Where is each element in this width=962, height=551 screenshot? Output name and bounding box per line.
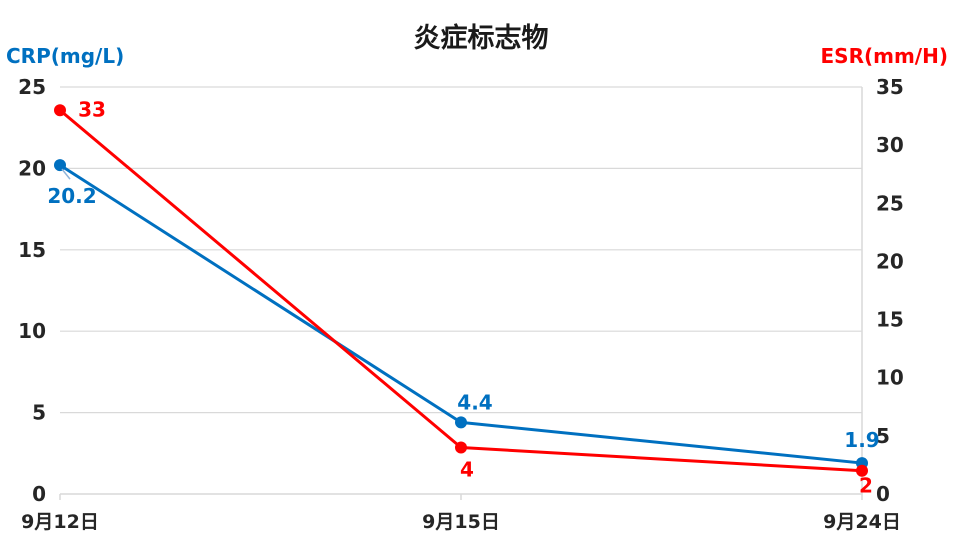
data-point — [856, 464, 868, 477]
left-tick-label: 20 — [18, 156, 46, 180]
data-point — [455, 416, 467, 429]
label-leader-line — [61, 168, 71, 180]
axes — [60, 87, 863, 495]
left-tick-label: 0 — [32, 482, 46, 506]
x-tick-label: 9月15日 — [422, 511, 500, 533]
right-tick-label: 0 — [876, 482, 890, 506]
right-tick-label: 25 — [876, 191, 904, 215]
right-tick-label: 15 — [876, 308, 904, 332]
left-tick-label: 5 — [32, 401, 46, 425]
chart-title: 炎症标志物 — [413, 23, 549, 54]
data-label: 1.9 — [844, 428, 879, 452]
right-axis-title: ESR(mm/H) — [820, 44, 948, 68]
data-point — [54, 159, 66, 172]
left-axis-ticks: 0 5 10 15 20 25 — [18, 75, 46, 506]
x-tick-label: 9月12日 — [21, 511, 99, 533]
gridlines — [60, 86, 862, 414]
data-label: 4.4 — [457, 390, 492, 414]
right-tick-label: 5 — [876, 424, 890, 448]
data-point — [455, 441, 467, 454]
right-tick-label: 35 — [876, 75, 904, 99]
series-layer — [54, 104, 868, 477]
right-tick-label: 20 — [876, 249, 904, 273]
data-point — [54, 104, 66, 117]
right-axis-ticks: 0 5 10 15 20 25 30 35 — [876, 75, 904, 506]
data-label: 33 — [78, 97, 106, 121]
left-tick-label: 15 — [18, 238, 46, 262]
x-tick-label: 9月24日 — [823, 511, 901, 533]
left-tick-label: 10 — [18, 319, 46, 343]
data-labels: 20.2 4.4 1.9 33 4 2 — [47, 97, 879, 497]
data-label: 20.2 — [47, 184, 96, 208]
x-axis-ticks: 9月12日 9月15日 9月24日 — [21, 494, 901, 533]
data-label: 4 — [460, 457, 474, 481]
right-tick-label: 10 — [876, 366, 904, 390]
right-tick-label: 30 — [876, 133, 904, 157]
left-axis-title: CRP(mg/L) — [6, 44, 125, 68]
data-label: 2 — [859, 474, 873, 498]
left-tick-label: 25 — [18, 75, 46, 99]
